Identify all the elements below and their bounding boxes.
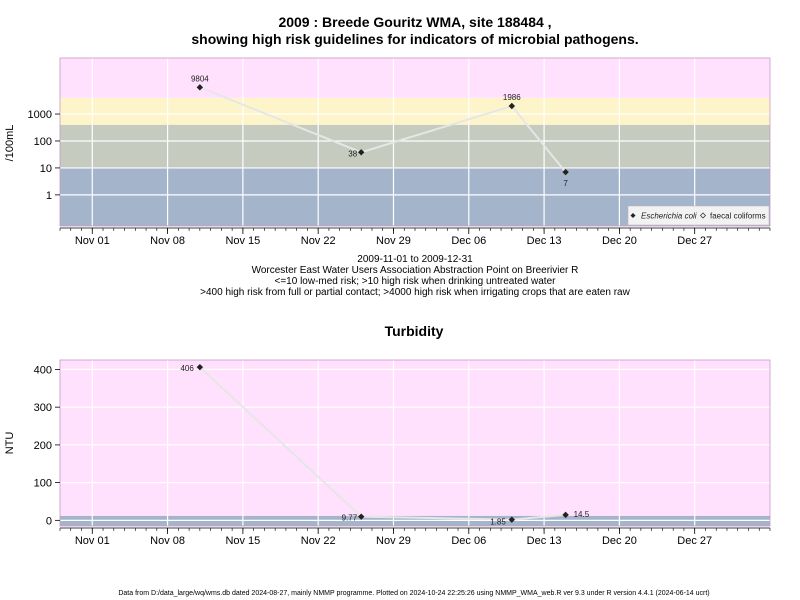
y-tick-label: 100 <box>34 478 52 490</box>
x-tick-label: Nov 29 <box>376 235 411 247</box>
data-label: 9.77 <box>342 514 358 523</box>
data-label: 9804 <box>191 74 209 83</box>
y-tick-label: 300 <box>34 402 52 414</box>
y-tick-label: 1000 <box>28 109 52 121</box>
x-tick-label: Dec 13 <box>527 235 562 247</box>
risk-band <box>60 58 770 98</box>
y-tick-label: 1 <box>46 190 52 202</box>
chart2-grid <box>60 360 770 526</box>
data-point <box>562 511 569 519</box>
chart1-risk-bands <box>60 58 770 226</box>
chart1-xlabel-line-3: <=10 low-med risk; >10 high risk when dr… <box>275 276 557 287</box>
data-label: 1986 <box>503 93 521 102</box>
chart2-axes: Nov 01 Nov 08 Nov 15 Nov 22 Nov 29 Dec 06 Dec … <box>34 359 771 547</box>
data-point <box>196 84 204 91</box>
x-tick-label: Nov 01 <box>75 535 110 547</box>
data-point <box>358 513 365 520</box>
x-tick-label: Dec 06 <box>451 235 486 247</box>
plot-frame <box>59 57 771 227</box>
series-line <box>199 86 567 173</box>
x-tick-label: Nov 08 <box>150 535 185 547</box>
data-point <box>508 516 516 523</box>
legend-box <box>627 205 770 226</box>
y-tick-label: 400 <box>34 364 52 376</box>
data-label: 38 <box>348 149 357 158</box>
x-tick-label: Dec 27 <box>677 235 712 247</box>
data-label: 7 <box>563 179 568 188</box>
risk-band <box>60 124 770 168</box>
legend-marker-ecoli <box>630 213 636 218</box>
chart2-points: 406 9.77 1.85 14.5 <box>180 363 590 527</box>
chart1-xlabel-line-4: >400 high risk from full or partial cont… <box>200 287 630 298</box>
chart2-title: Turbidity <box>385 323 444 339</box>
x-tick-label: Dec 20 <box>602 235 637 247</box>
chart1-title: 2009 : Breede Gouritz WMA, site 188484 , <box>278 14 551 30</box>
y-tick-label: 10 <box>40 163 52 175</box>
x-tick-label: Nov 08 <box>150 235 185 247</box>
chart1-grid <box>60 58 770 226</box>
data-label: 14.5 <box>574 510 590 519</box>
x-tick-label: Nov 01 <box>75 235 110 247</box>
chart1-y-axis-label: /100mL <box>4 125 16 162</box>
chart1-xlabel-line-1: 2009-11-01 to 2009-12-31 <box>357 254 473 265</box>
chart1-axes: Nov 01 Nov 08 Nov 15 Nov 22 Nov 29 Dec 06 Dec … <box>28 57 771 247</box>
x-tick-label: Nov 29 <box>376 535 411 547</box>
legend-marker-faecal <box>700 212 706 219</box>
plot-frame <box>59 359 771 527</box>
chart1-subtitle: showing high risk guidelines for indicat… <box>191 31 638 47</box>
x-tick-label: Nov 15 <box>225 535 260 547</box>
x-tick-label: Nov 22 <box>301 235 336 247</box>
data-point <box>358 149 365 156</box>
legend-entry-ecoli: Escherichia coli <box>641 212 697 221</box>
data-point <box>562 168 569 176</box>
data-label: 406 <box>180 364 194 373</box>
y-tick-label: 100 <box>34 136 52 148</box>
y-tick-label: 200 <box>34 440 52 452</box>
x-tick-label: Nov 22 <box>301 535 336 547</box>
footer-note: Data from D:/data_large/wq/wms.db dated … <box>118 590 709 597</box>
chart1-legend: Escherichia coli faecal coliforms <box>627 205 770 226</box>
chart2-bands <box>60 360 770 526</box>
risk-band <box>60 360 770 516</box>
chart1-points: 9804 38 1986 7 <box>191 74 569 188</box>
x-tick-label: Dec 20 <box>602 535 637 547</box>
y-tick-label: 0 <box>46 515 52 527</box>
risk-band <box>60 97 770 125</box>
chart1-xlabel-line-2: Worcester East Water Users Association A… <box>252 265 579 276</box>
x-tick-label: Dec 13 <box>527 535 562 547</box>
chart2-y-axis-label: NTU <box>4 432 16 455</box>
series-line <box>199 366 566 521</box>
x-tick-label: Nov 15 <box>225 235 260 247</box>
data-point <box>508 102 516 110</box>
turbidity-chart: 406 9.77 1.85 14.5 Nov 01 Nov 08 Nov 15 Nov 22… <box>4 359 771 547</box>
chart1-series-lines <box>199 86 567 173</box>
data-point <box>196 363 204 371</box>
legend-entry-faecal: faecal coliforms <box>710 212 766 221</box>
chart2-series-lines <box>199 366 566 521</box>
data-label: 1.85 <box>490 518 506 527</box>
x-tick-label: Dec 27 <box>677 535 712 547</box>
x-tick-label: Dec 06 <box>451 535 486 547</box>
